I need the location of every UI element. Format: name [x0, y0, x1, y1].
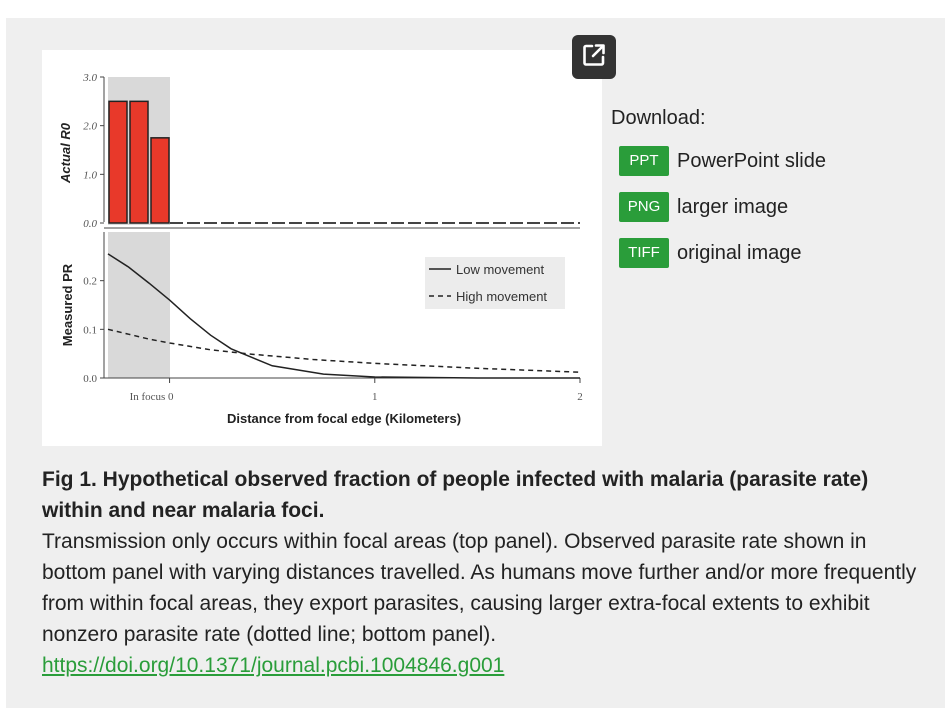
r0-bar: [129, 100, 149, 224]
bottom-y-tick-label: 0.2: [83, 276, 97, 288]
external-link-icon: [581, 42, 607, 73]
top-ylabel: Actual R0: [58, 122, 73, 184]
bottom-x-tick-label: 2: [577, 391, 583, 403]
download-title: Download:: [611, 107, 706, 129]
r0-bar: [108, 100, 128, 224]
figure-caption: Fig 1. Hypothetical observed fraction of…: [42, 464, 922, 681]
download-png-link[interactable]: PNG larger image: [619, 192, 826, 222]
bottom-x-tick-label: In focus 0: [130, 391, 174, 403]
bottom-ylabel: Measured PR: [60, 263, 75, 346]
png-badge[interactable]: PNG: [619, 192, 669, 222]
legend-low-label: Low movement: [456, 262, 545, 277]
doi-link[interactable]: https://doi.org/10.1371/journal.pcbi.100…: [42, 654, 505, 677]
top-y-tick-label: 2.0: [83, 121, 97, 133]
png-label[interactable]: larger image: [677, 195, 789, 218]
r0-bar: [150, 137, 170, 224]
low-movement-line: [107, 253, 580, 379]
top-y-tick-label: 1.0: [83, 169, 97, 181]
open-figure-button[interactable]: [572, 35, 616, 79]
download-panel: Download: PPT PowerPoint slide PNG large…: [611, 107, 826, 284]
top-y-tick-label: 3.0: [82, 72, 97, 84]
tiff-badge[interactable]: TIFF: [619, 238, 669, 268]
ppt-label[interactable]: PowerPoint slide: [677, 149, 826, 172]
bottom-y-tick-label: 0.1: [83, 324, 97, 336]
download-ppt-link[interactable]: PPT PowerPoint slide: [619, 146, 826, 176]
top-y-tick-label: 0.0: [83, 218, 97, 230]
chart-figure: 3.0 2.0 1.0 0.0 Actual R0 0.2 0.1 0.0 In focus…: [58, 72, 583, 426]
bottom-x-tick-label: 1: [372, 391, 378, 403]
top-panel: 3.0 2.0 1.0 0.0 Actual R0: [58, 72, 580, 230]
caption-title: Fig 1. Hypothetical observed fraction of…: [42, 468, 869, 522]
bottom-y-tick-label: 0.0: [83, 373, 97, 385]
bottom-xlabel: Distance from focal edge (Kilometers): [227, 411, 461, 426]
tiff-label[interactable]: original image: [677, 241, 802, 264]
bottom-focus-shade: [108, 232, 170, 378]
legend-high-label: High movement: [456, 289, 547, 304]
caption-body: Transmission only occurs within focal ar…: [42, 530, 917, 646]
high-movement-line: [107, 328, 581, 373]
ppt-badge[interactable]: PPT: [619, 146, 669, 176]
download-tiff-link[interactable]: TIFF original image: [619, 238, 826, 268]
bottom-panel: 0.2 0.1 0.0 In focus 0 1 2 Low movement High …: [60, 232, 583, 426]
figure-image[interactable]: 3.0 2.0 1.0 0.0 Actual R0 0.2 0.1 0.0 In focus…: [42, 50, 602, 446]
legend: Low movement High movement: [425, 257, 565, 309]
